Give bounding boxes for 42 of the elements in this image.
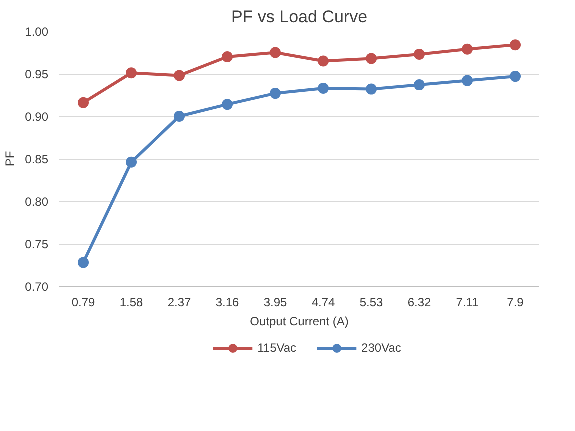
x-tick-label: 1.58: [120, 296, 144, 310]
x-tick-label: 3.16: [216, 296, 240, 310]
point: [510, 71, 521, 82]
x-tick-label: 3.95: [264, 296, 288, 310]
point: [462, 75, 473, 86]
x-tick-label: 6.32: [408, 296, 432, 310]
point: [222, 52, 233, 62]
x-tick-label: 4.74: [312, 296, 336, 310]
point: [318, 56, 329, 67]
y-tick-label: 0.95: [25, 68, 49, 82]
chart-title: PF vs Load Curve: [231, 8, 368, 26]
point: [126, 156, 137, 168]
y-tick-label: 1.00: [25, 25, 49, 39]
point: [222, 99, 233, 110]
point: [414, 48, 425, 60]
x-tick-label: 0.79: [72, 296, 96, 310]
x-tick-label: 7.11: [456, 296, 480, 310]
point: [174, 70, 185, 82]
point: [366, 53, 377, 64]
y-tick-label: 0.80: [25, 195, 49, 209]
x-tick-label: 7.9: [507, 296, 524, 310]
point: [126, 68, 137, 79]
x-tick-label: 2.37: [168, 296, 192, 310]
point: [78, 257, 89, 268]
y-tick-label: 0.70: [25, 280, 49, 294]
point: [318, 82, 329, 94]
y-tick-label: 0.75: [25, 238, 49, 252]
point: [414, 80, 425, 91]
y-axis-title: PF: [3, 151, 18, 167]
point: [462, 44, 473, 55]
x-axis-title: Output Current (A): [250, 314, 349, 328]
y-tick-label: 0.85: [25, 152, 49, 166]
point: [270, 88, 281, 100]
point: [174, 111, 185, 122]
point: [366, 84, 377, 95]
legend-label: 115Vac: [258, 341, 297, 355]
point: [78, 97, 89, 108]
x-tick-label: 5.53: [360, 296, 384, 310]
legend-label: 230Vac: [362, 341, 402, 355]
point: [270, 47, 281, 58]
point: [510, 40, 521, 51]
y-tick-label: 0.90: [25, 110, 49, 124]
